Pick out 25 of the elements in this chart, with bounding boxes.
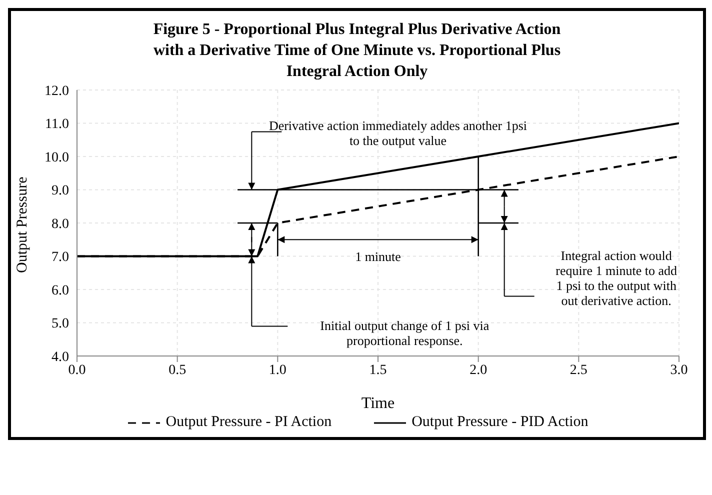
y-tick-label: 9.0	[52, 184, 69, 199]
annotation: 1 minute	[354, 248, 402, 264]
x-tick-label: 0.5	[168, 362, 186, 378]
annotation: Integral action would require 1 minute to add 1 psi to the output with out derivative action.	[555, 248, 678, 308]
y-tick-label: 6.0	[52, 283, 69, 298]
legend-label: Output Pressure - PID Action	[412, 414, 588, 431]
y-tick-label: 5.0	[52, 316, 69, 332]
y-tick-label: 10.0	[44, 150, 69, 166]
y-tick-label: 4.0	[52, 350, 69, 365]
y-tick-label: 12.0	[44, 84, 69, 99]
y-tick-label: 7.0	[52, 250, 69, 266]
x-tick-label: 0.0	[68, 362, 86, 378]
x-tick-label: 2.0	[470, 362, 488, 378]
y-tick-label: 8.0	[52, 216, 69, 232]
x-axis-title: Time	[361, 395, 395, 412]
y-axis-title: Output Pressure	[14, 176, 30, 273]
x-tick-label: 2.5	[570, 362, 588, 378]
x-tick-label: 1.0	[268, 362, 286, 378]
chart-title: Figure 5 - Proportional Plus Integral Plus Derivative Action with a Derivative Time of One Minute vs. Proportional Plus Integral Action Only	[152, 20, 562, 82]
x-tick-label: 3.0	[670, 362, 688, 378]
annotation: Initial output change of 1 psi via proportional response.	[319, 318, 490, 348]
y-tick-label: 11.0	[45, 117, 69, 132]
x-tick-label: 1.5	[369, 362, 387, 378]
legend-label: Output Pressure - PI Action	[166, 414, 332, 431]
annotation: Derivative action immediately addes another 1psi to the output value	[268, 118, 528, 148]
